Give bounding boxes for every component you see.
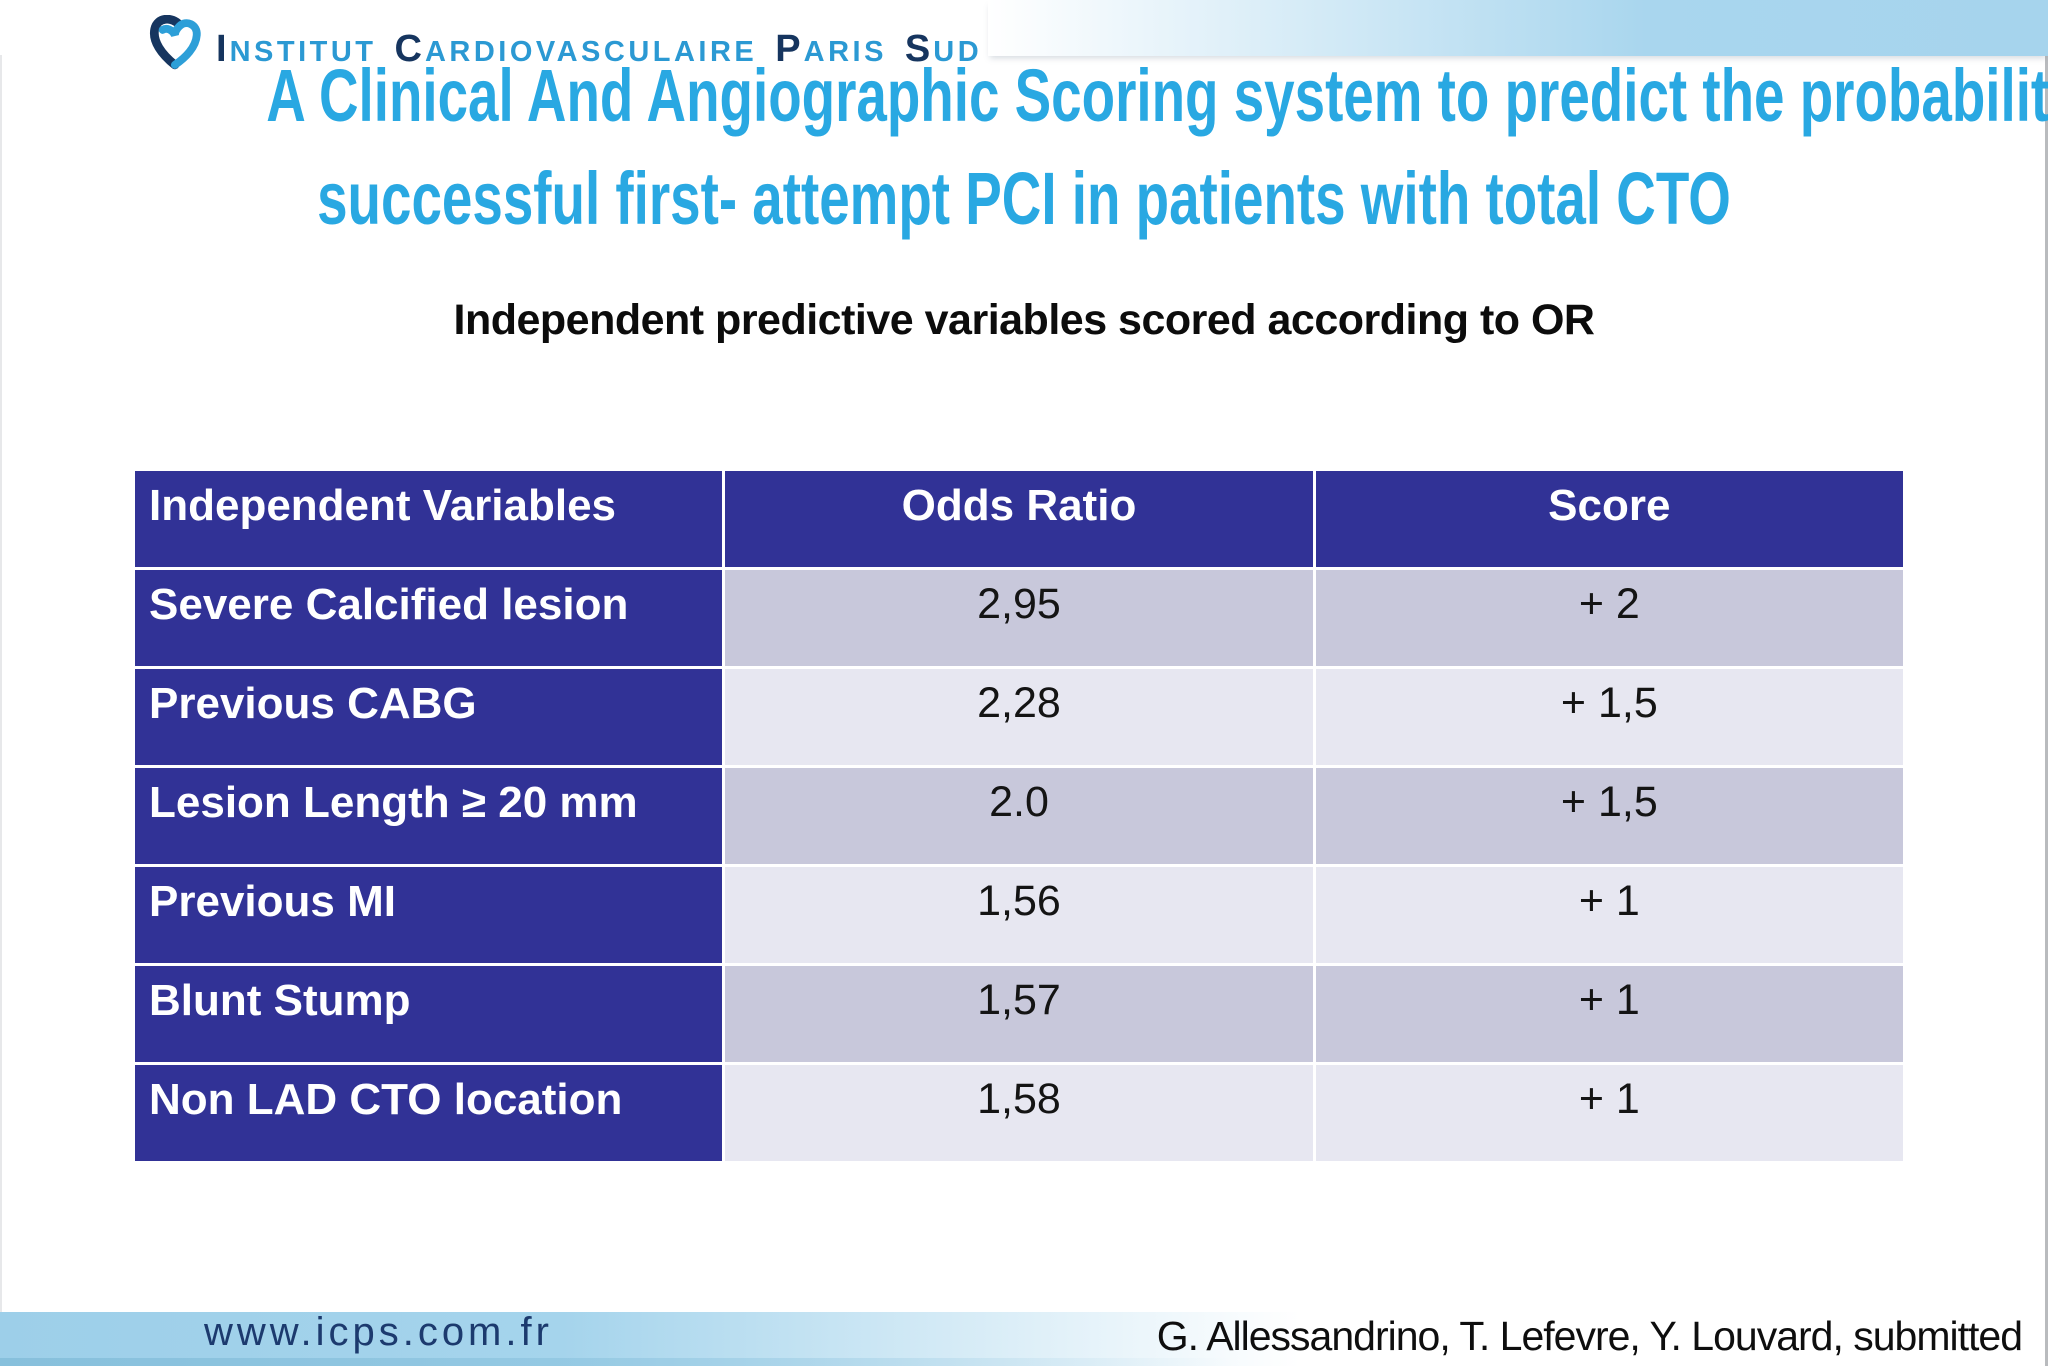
slide-title: A Clinical And Angiographic Scoring syst… [0,44,2048,250]
variable-label: Lesion Length ≥ 20 mm [135,768,723,864]
slide-title-line-2: successful first- attempt PCI in patient… [317,157,1731,240]
variable-label: Severe Calcified lesion [135,570,723,666]
odds-ratio-value: 1,57 [725,966,1313,1062]
header-odds-ratio: Odds Ratio [725,471,1313,567]
score-value: + 1 [1315,867,1903,963]
right-frame-edge [2045,56,2048,1366]
scoring-table-body: Severe Calcified lesion 2,95 + 2 Previous C… [135,570,1903,1161]
scoring-table: Independent Variables Odds Ratio Score S… [132,468,1906,1164]
logo-word-initial: P [775,28,804,70]
table-row: Non LAD CTO location 1,58 + 1 [135,1065,1903,1161]
table-row: Lesion Length ≥ 20 mm 2.0 + 1,5 [135,768,1903,864]
odds-ratio-value: 2,95 [725,570,1313,666]
table-row: Blunt Stump 1,57 + 1 [135,966,1903,1062]
website-link[interactable]: www.icps.com.fr [204,1310,553,1354]
table-row: Severe Calcified lesion 2,95 + 2 [135,570,1903,666]
odds-ratio-value: 2,28 [725,669,1313,765]
scoring-table-header: Independent Variables Odds Ratio Score [135,471,1903,567]
variable-label: Previous MI [135,867,723,963]
table-caption: Independent predictive variables scored … [453,296,1595,344]
variable-label: Non LAD CTO location [135,1065,723,1161]
score-value: + 1 [1315,966,1903,1062]
odds-ratio-value: 2.0 [725,768,1313,864]
logo-word: INSTITUT [216,30,377,68]
logo-word-initial: C [394,28,425,70]
table-row: Previous MI 1,56 + 1 [135,867,1903,963]
logo-word: SUD [905,30,982,68]
logo-word: CARDIOVASCULAIRE [395,30,758,68]
logo-word: PARIS [775,30,887,68]
header-independent-variables: Independent Variables [135,471,723,567]
heart-logo-icon [149,15,201,70]
score-value: + 1,5 [1315,768,1903,864]
score-value: + 2 [1315,570,1903,666]
logo-word-initial: S [904,28,934,70]
logo-word-rest: UD [933,36,983,68]
logo-word-rest: ARDIOVASCULAIRE [424,36,758,68]
logo-word-initial: I [216,28,230,70]
logo-word-rest: ARIS [803,36,887,68]
icps-logo: INSTITUT CARDIOVASCULAIRE PARIS SUD [146,5,1000,70]
icps-logo-text: INSTITUT CARDIOVASCULAIRE PARIS SUD [216,30,1000,68]
variable-label: Previous CABG [135,669,723,765]
logo-word-rest: NSTITUT [229,36,377,68]
score-value: + 1 [1315,1065,1903,1161]
header-row: Independent Variables Odds Ratio Score [135,471,1903,567]
bottom-accent-band [0,1312,1340,1366]
odds-ratio-value: 1,56 [725,867,1313,963]
table-row: Previous CABG 2,28 + 1,5 [135,669,1903,765]
header-score: Score [1315,471,1903,567]
variable-label: Blunt Stump [135,966,723,1062]
top-right-accent-band [988,0,2048,56]
left-frame-edge [0,55,2,1366]
odds-ratio-value: 1,58 [725,1065,1313,1161]
authors-credit: G. Allessandrino, T. Lefevre, Y. Louvard… [1156,1313,2023,1359]
slide-title-line-1: A Clinical And Angiographic Scoring syst… [266,54,2048,137]
score-value: + 1,5 [1315,669,1903,765]
